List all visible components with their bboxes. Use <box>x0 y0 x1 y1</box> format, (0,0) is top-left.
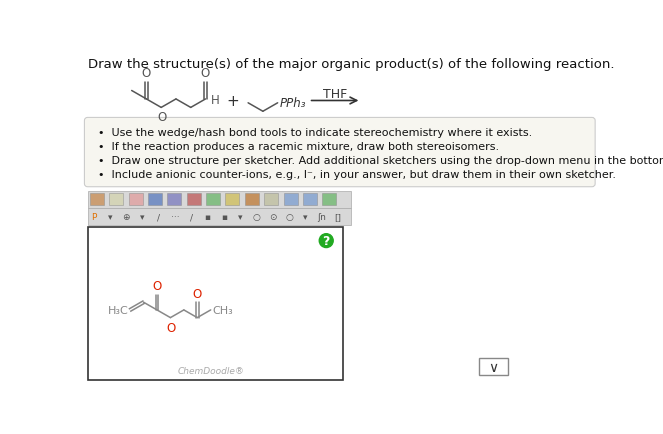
Bar <box>284 194 298 206</box>
Text: ?: ? <box>322 235 330 247</box>
Bar <box>245 194 259 206</box>
Text: O: O <box>142 67 151 80</box>
Circle shape <box>320 234 333 248</box>
Text: ∨: ∨ <box>489 360 499 374</box>
Text: THF: THF <box>323 88 347 101</box>
Text: H₃C: H₃C <box>108 305 129 315</box>
Bar <box>206 194 220 206</box>
Text: ▾: ▾ <box>238 213 243 222</box>
Bar <box>109 194 123 206</box>
Text: ChemDoodle®: ChemDoodle® <box>178 367 245 375</box>
Text: []: [] <box>334 213 341 222</box>
Bar <box>90 194 104 206</box>
Text: CH₃: CH₃ <box>212 305 233 315</box>
Text: ▪: ▪ <box>205 213 211 222</box>
Text: •  If the reaction produces a racemic mixture, draw both stereoisomers.: • If the reaction produces a racemic mix… <box>98 142 499 152</box>
Text: ▾: ▾ <box>141 213 145 222</box>
Bar <box>88 209 351 226</box>
Bar <box>167 194 181 206</box>
Text: PPh₃: PPh₃ <box>279 97 306 110</box>
Text: ○: ○ <box>253 213 261 222</box>
Bar <box>187 194 201 206</box>
Text: •  Use the wedge/hash bond tools to indicate stereochemistry where it exists.: • Use the wedge/hash bond tools to indic… <box>98 128 532 138</box>
Bar <box>129 194 143 206</box>
Bar <box>322 194 336 206</box>
Text: +: + <box>226 94 239 109</box>
Bar <box>88 191 351 208</box>
Text: ʃn: ʃn <box>317 213 326 222</box>
Text: O: O <box>201 67 210 80</box>
Text: ▾: ▾ <box>303 213 308 222</box>
Text: ▾: ▾ <box>108 213 112 222</box>
Text: O: O <box>152 279 162 293</box>
Text: O: O <box>157 111 166 124</box>
Text: ▪: ▪ <box>221 213 227 222</box>
FancyBboxPatch shape <box>84 118 595 187</box>
Text: ⊙: ⊙ <box>269 213 276 222</box>
Text: Draw the structure(s) of the major organic product(s) of the following reaction.: Draw the structure(s) of the major organ… <box>88 57 614 70</box>
Text: /: / <box>190 213 193 222</box>
Text: /: / <box>157 213 160 222</box>
Bar <box>265 194 278 206</box>
Text: H: H <box>211 94 219 107</box>
Text: ···: ··· <box>171 213 180 222</box>
Bar <box>148 194 162 206</box>
Text: •  Include anionic counter-ions, e.g., I⁻, in your answer, but draw them in thei: • Include anionic counter-ions, e.g., I⁻… <box>98 170 617 180</box>
Text: ○: ○ <box>285 213 293 222</box>
Bar <box>303 194 317 206</box>
Bar <box>479 358 509 375</box>
Text: P: P <box>91 213 96 222</box>
Text: O: O <box>193 287 202 300</box>
Bar <box>88 227 343 380</box>
Bar <box>225 194 239 206</box>
Text: O: O <box>166 321 176 334</box>
Text: ⊕: ⊕ <box>123 213 130 222</box>
Text: •  Draw one structure per sketcher. Add additional sketchers using the drop-down: • Draw one structure per sketcher. Add a… <box>98 156 663 166</box>
